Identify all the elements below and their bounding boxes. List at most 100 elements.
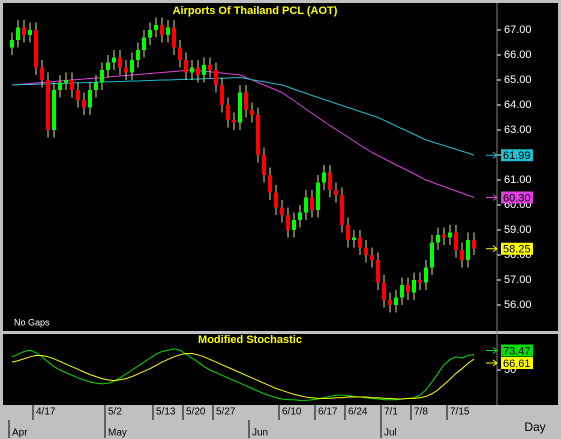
- candle-body: [436, 235, 440, 243]
- candle-body: [394, 297, 398, 305]
- y-tick-label: 57.00: [504, 274, 532, 286]
- candle-body: [460, 250, 464, 260]
- candle-body: [226, 105, 230, 120]
- candle-body: [76, 90, 80, 100]
- close-label: 58.25: [503, 244, 531, 256]
- candle-body: [268, 175, 272, 193]
- candle-body: [406, 285, 410, 293]
- date-axis: [3, 405, 497, 438]
- y-tick-label: 66.00: [504, 49, 532, 61]
- x-tick-label: 7/8: [414, 407, 428, 418]
- last-value-label: 60.30: [503, 192, 531, 204]
- candle-body: [118, 57, 122, 68]
- candle-body: [256, 115, 260, 155]
- month-label: Jun: [252, 428, 268, 439]
- x-tick-label: 6/17: [318, 407, 338, 418]
- y-tick-label: 63.00: [504, 124, 532, 136]
- candle-body: [334, 190, 338, 195]
- pointer: [486, 151, 498, 159]
- x-unit: Day: [524, 420, 545, 434]
- candle-body: [454, 232, 458, 250]
- candle-body: [346, 225, 350, 240]
- pointer: [486, 194, 498, 201]
- stochastic-panel: [3, 334, 558, 405]
- candle-body: [130, 60, 134, 73]
- pointer: [486, 245, 498, 253]
- stochastic-title: Modified Stochastic: [198, 334, 302, 346]
- candle-body: [298, 212, 302, 220]
- candle-body: [316, 182, 320, 210]
- month-label: May: [108, 428, 127, 439]
- x-tick-label: 5/2: [108, 407, 122, 418]
- candle-body: [448, 232, 452, 238]
- candle-body: [46, 80, 50, 130]
- x-tick-label: 6/10: [282, 407, 302, 418]
- candle-body: [112, 57, 116, 63]
- candle-body: [376, 260, 380, 283]
- candle-body: [58, 82, 62, 90]
- last-value-label: 73.47: [503, 345, 531, 357]
- x-tick-label: 5/13: [156, 407, 176, 418]
- candle-body: [190, 67, 194, 73]
- chart-title: Airports Of Thailand PCL (AOT): [173, 5, 338, 17]
- line-series: [11, 69, 475, 198]
- y-tick-label: 67.00: [504, 24, 532, 36]
- candle-body: [418, 280, 422, 283]
- candle-body: [280, 207, 284, 215]
- candle-body: [328, 172, 332, 190]
- candle-body: [88, 90, 92, 108]
- candle-body: [352, 237, 356, 240]
- candle-body: [472, 240, 476, 249]
- candle-body: [22, 27, 26, 35]
- x-tick-label: 7/15: [450, 407, 470, 418]
- x-tick-label: 5/20: [186, 407, 206, 418]
- candle-body: [442, 235, 446, 238]
- candle-body: [358, 237, 362, 248]
- candle-body: [184, 60, 188, 73]
- candle-body: [250, 110, 254, 115]
- candle-body: [364, 247, 368, 255]
- candle-body: [220, 85, 224, 105]
- candle-body: [34, 30, 38, 68]
- candle-body: [82, 100, 86, 108]
- x-tick-label: 5/27: [216, 407, 236, 418]
- month-label: Apr: [12, 428, 28, 439]
- line-series: [11, 353, 475, 400]
- candle-body: [172, 27, 176, 48]
- candle-body: [340, 195, 344, 225]
- candle-body: [244, 92, 248, 110]
- y-tick-label: 64.00: [504, 99, 532, 111]
- candle-body: [52, 90, 56, 130]
- last-value-label-box: [501, 344, 533, 357]
- candle-body: [214, 70, 218, 85]
- pointer: [486, 347, 498, 354]
- candle-body: [28, 30, 32, 35]
- x-tick-label: 7/1: [384, 407, 398, 418]
- y-tick-label: 61.00: [504, 174, 532, 186]
- last-value-label-box: [501, 357, 533, 370]
- candle-body: [466, 240, 470, 260]
- candle-body: [16, 27, 20, 40]
- candle-body: [388, 300, 392, 305]
- y-tick-label: 65.00: [504, 74, 532, 86]
- candle-body: [136, 50, 140, 60]
- y-tick-label: 56.00: [504, 299, 532, 311]
- candle-body: [322, 172, 326, 183]
- candle-body: [40, 67, 44, 80]
- candle-body: [292, 220, 296, 230]
- close-label-box: [501, 242, 533, 255]
- candle-body: [370, 255, 374, 260]
- candle-body: [10, 40, 14, 48]
- candle-body: [304, 197, 308, 213]
- candle-body: [94, 82, 98, 90]
- last-value-label-box: [501, 149, 533, 162]
- price-panel: [3, 3, 558, 331]
- candle-body: [160, 25, 164, 35]
- last-value-label: 66.61: [503, 358, 531, 370]
- candle-body: [196, 67, 200, 75]
- candle-body: [232, 120, 236, 123]
- last-value-label: 61.99: [503, 150, 531, 162]
- candle-body: [154, 25, 158, 30]
- y-tick-label: 59.00: [504, 224, 532, 236]
